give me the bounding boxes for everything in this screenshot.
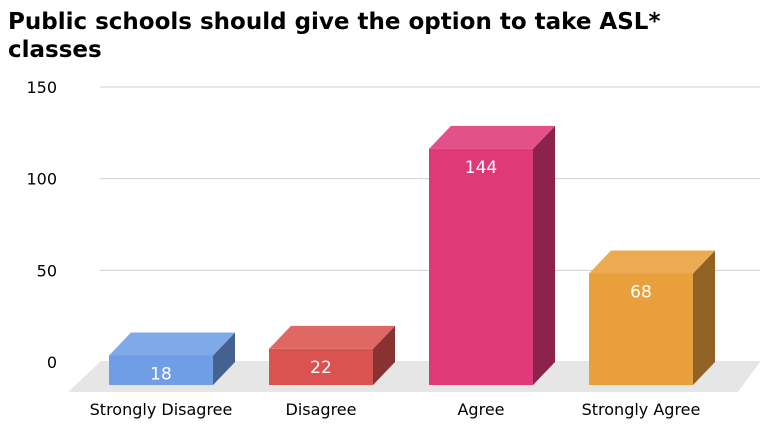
bar-front-face [429,148,533,385]
chart-floor-plane [68,362,760,392]
bar-value-label: 144 [465,158,497,178]
bar-strongly-agree: 68 [589,250,715,385]
bar-top-face [109,332,235,356]
bar-front-face [269,348,373,385]
y-tick-label: 50 [37,261,57,280]
bar-strongly-disagree: 18 [109,332,235,385]
bar-top-face [269,325,395,349]
bar-value-label: 18 [150,364,172,384]
bar-side-face [693,250,715,385]
bar-side-face [533,125,555,385]
y-tick-label: 100 [26,170,57,189]
chart-title: Public schools should give the option to… [8,9,661,63]
bar-front-face [109,355,213,385]
bar-front-face [589,273,693,385]
x-category-label: Strongly Disagree [90,400,233,419]
y-tick-label: 150 [26,78,57,97]
bar-side-face [213,332,235,385]
bar-side-face [373,325,395,385]
x-category-label: Disagree [286,400,357,419]
bar-value-label: 68 [630,282,652,302]
bar-top-face [429,125,555,149]
bars: 18 22 144 68 [109,125,715,385]
x-category-label: Agree [457,400,504,419]
x-category-label: Strongly Agree [582,400,701,419]
chart-floor [68,362,760,392]
y-axis-ticks: 0 50 100 150 [26,78,57,372]
y-tick-label: 0 [47,353,57,372]
bar-agree: 144 [429,125,555,385]
bar-value-label: 22 [310,358,332,378]
x-axis-labels: Strongly Disagree Disagree Agree Strongly A… [90,400,701,419]
bar-top-face [589,250,715,274]
bar-disagree: 22 [269,325,395,385]
